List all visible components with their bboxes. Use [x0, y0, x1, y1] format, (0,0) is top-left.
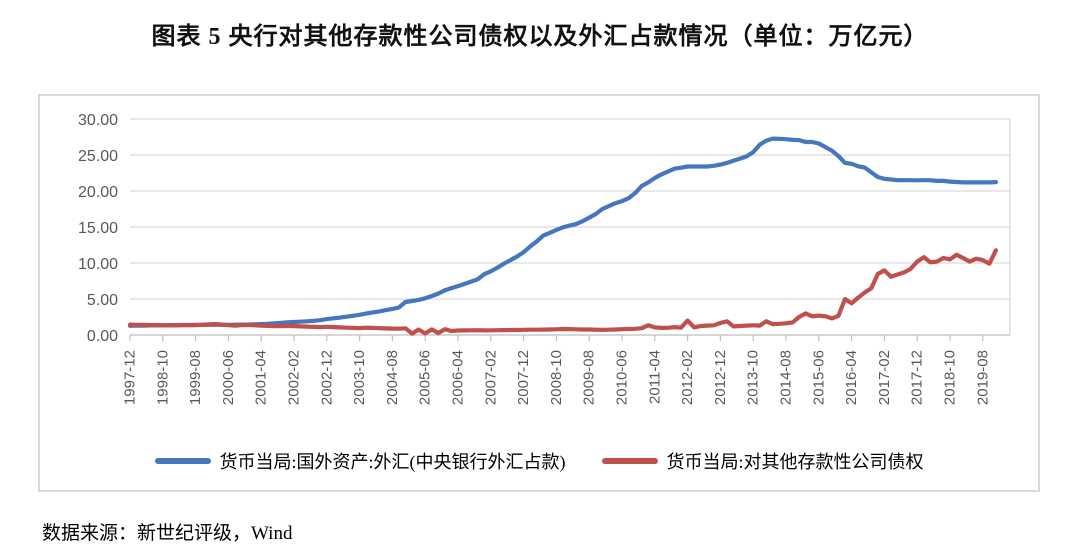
svg-text:2015-06: 2015-06	[810, 350, 827, 405]
svg-text:1999-08: 1999-08	[187, 350, 204, 405]
svg-text:0.00: 0.00	[87, 328, 118, 345]
svg-text:2009-08: 2009-08	[581, 350, 598, 405]
legend-item-claims: 货币当局:对其他存款性公司债权	[601, 448, 924, 474]
legend-label: 货币当局:国外资产:外汇(中央银行外汇占款)	[219, 452, 566, 472]
svg-text:2004-08: 2004-08	[384, 350, 401, 405]
chart-svg: 0.00 5.00 10.00 15.00 20.00 25.00 30.00 1997-12…	[78, 112, 1011, 405]
legend-label: 货币当局:对其他存款性公司债权	[666, 452, 924, 472]
svg-text:2014-08: 2014-08	[778, 350, 795, 405]
svg-text:2007-02: 2007-02	[482, 350, 499, 405]
svg-text:2002-02: 2002-02	[286, 350, 303, 405]
svg-text:15.00: 15.00	[78, 220, 118, 237]
svg-text:30.00: 30.00	[78, 112, 118, 129]
svg-text:2013-10: 2013-10	[745, 350, 762, 405]
svg-text:2008-10: 2008-10	[548, 350, 565, 405]
legend-swatch	[154, 458, 211, 464]
svg-text:2018-10: 2018-10	[942, 350, 959, 405]
svg-text:2016-04: 2016-04	[843, 350, 860, 405]
svg-text:20.00: 20.00	[78, 184, 118, 201]
svg-text:2002-12: 2002-12	[318, 350, 335, 405]
svg-text:2017-12: 2017-12	[909, 350, 926, 405]
svg-text:2012-02: 2012-02	[679, 350, 696, 405]
svg-text:2007-12: 2007-12	[515, 350, 532, 405]
chart-title: 图表 5 央行对其他存款性公司债权以及外汇占款情况（单位：万亿元）	[151, 24, 929, 50]
svg-text:5.00: 5.00	[87, 292, 118, 309]
svg-text:2012-12: 2012-12	[712, 350, 729, 405]
svg-text:1998-10: 1998-10	[154, 350, 171, 405]
svg-text:2011-04: 2011-04	[646, 350, 663, 404]
svg-text:2000-06: 2000-06	[220, 350, 237, 405]
data-source-note: 数据来源：新世纪评级，Wind	[42, 523, 293, 544]
svg-text:10.00: 10.00	[78, 256, 118, 273]
svg-text:2019-08: 2019-08	[974, 350, 991, 405]
chart-panel: 0.00 5.00 10.00 15.00 20.00 25.00 30.00 1997-12…	[38, 94, 1040, 492]
svg-text:2017-02: 2017-02	[876, 350, 893, 405]
svg-text:2005-06: 2005-06	[417, 350, 434, 405]
legend-item-fx: 货币当局:国外资产:外汇(中央银行外汇占款)	[154, 448, 566, 474]
chart-legend: 货币当局:国外资产:外汇(中央银行外汇占款) 货币当局:对其他存款性公司债权	[40, 448, 1038, 474]
svg-text:25.00: 25.00	[78, 148, 118, 165]
svg-text:2010-06: 2010-06	[614, 350, 631, 405]
svg-text:1997-12: 1997-12	[122, 350, 139, 405]
svg-text:2006-04: 2006-04	[450, 350, 467, 405]
legend-swatch	[601, 458, 658, 464]
svg-text:2001-04: 2001-04	[253, 350, 270, 405]
svg-text:2003-10: 2003-10	[351, 350, 368, 405]
